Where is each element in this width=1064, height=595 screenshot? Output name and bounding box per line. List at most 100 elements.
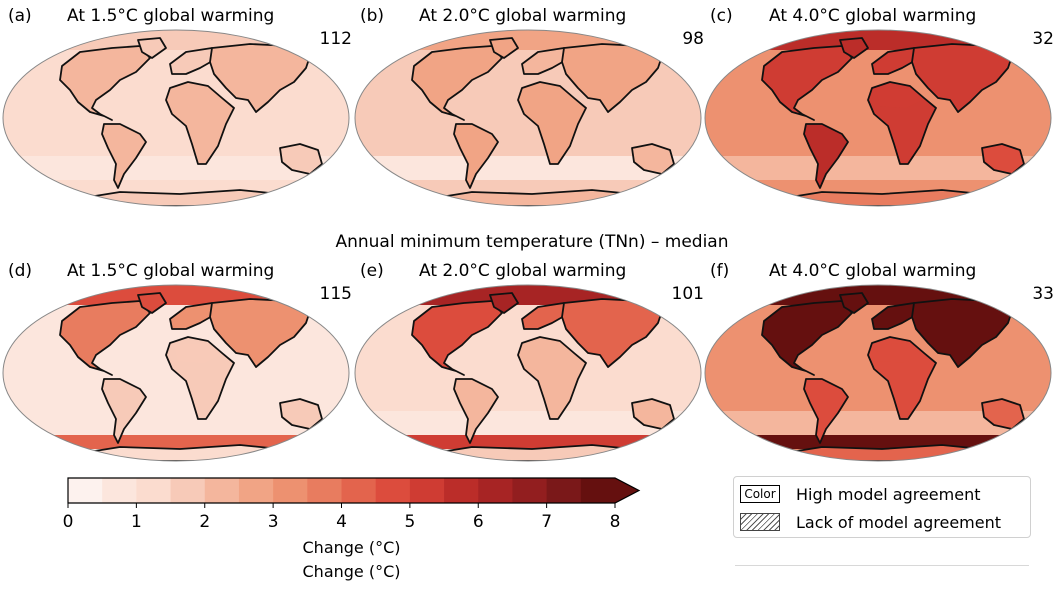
colorbar-tick-label: 1 <box>131 512 142 532</box>
colorbar-segment <box>409 478 445 503</box>
colorbar-tick-label: 5 <box>404 512 415 532</box>
europe-region <box>521 47 567 75</box>
south-america-region <box>101 378 147 444</box>
colorbar-segment <box>444 478 479 503</box>
europe-region <box>169 302 215 330</box>
sahara-region <box>876 343 922 363</box>
south-america-region <box>803 123 849 189</box>
colorbar-segment <box>478 478 513 503</box>
map-field <box>705 30 1051 206</box>
map-field <box>355 30 701 206</box>
colorbar-tick-label: 4 <box>336 512 347 532</box>
arctic-band <box>3 285 349 305</box>
colorbar-tick-label: 6 <box>473 512 484 532</box>
map-boundary <box>354 284 702 462</box>
sahara-region <box>526 88 572 108</box>
south-america-region <box>101 123 147 189</box>
panel-tag: (d) <box>8 261 33 281</box>
ocean-field <box>705 30 1051 206</box>
map-field <box>3 285 349 461</box>
color-swatch: Color <box>740 485 780 503</box>
row-title: Annual minimum temperature (TNn) – media… <box>335 232 729 252</box>
greenland-region <box>489 37 519 59</box>
north-america-region <box>761 45 853 121</box>
panel-title: At 1.5°C global warming <box>67 6 275 26</box>
world-map <box>354 29 702 207</box>
north-america-region <box>411 45 503 121</box>
colorbar-segment <box>341 478 377 503</box>
colorbar-segment <box>136 478 172 503</box>
australia-region <box>981 398 1025 430</box>
panel-tag: (f) <box>710 261 730 281</box>
ocean-field <box>3 30 349 206</box>
map-boundary <box>704 29 1052 207</box>
panel-title: At 2.0°C global warming <box>419 6 627 26</box>
antarctic-band <box>355 435 701 449</box>
panel-title: At 2.0°C global warming <box>419 261 627 281</box>
arctic-band <box>355 285 701 305</box>
colorbar-segment <box>512 478 548 503</box>
panel-tag: (c) <box>710 6 733 26</box>
hatch-swatch <box>740 513 780 531</box>
ocean-field <box>355 30 701 206</box>
colorbar-segment <box>273 478 308 503</box>
map-field <box>705 285 1051 461</box>
panel-f: (f) At 4.0°C global warming 33 <box>702 255 1054 470</box>
legend-item-lack-agreement: Lack of model agreement <box>740 511 1001 533</box>
model-count: 32 <box>1032 29 1054 49</box>
arctic-band <box>705 285 1051 305</box>
model-count: 33 <box>1032 284 1054 304</box>
legend-label: Lack of model agreement <box>796 512 1001 532</box>
panel-d: (d) At 1.5°C global warming 115 <box>0 255 352 470</box>
antarctic-band <box>705 435 1051 449</box>
australia-region <box>981 143 1025 175</box>
panel-c: (c) At 4.0°C global warming 32 <box>702 0 1054 215</box>
panel-tag: (a) <box>8 6 32 26</box>
world-map <box>2 29 350 207</box>
south-america-region <box>453 123 499 189</box>
world-map <box>704 29 1052 207</box>
north-america-region <box>59 45 151 121</box>
panel-a: (a) At 1.5°C global warming 112 <box>0 0 352 215</box>
model-count: 115 <box>319 284 352 304</box>
model-count: 98 <box>682 29 704 49</box>
greenland-region <box>137 292 167 314</box>
panel-title: At 1.5°C global warming <box>67 261 275 281</box>
panel-title: At 4.0°C global warming <box>769 261 977 281</box>
colorbar-svg: 0 1 2 3 4 5 6 7 8 Change (°C) Change (°C) <box>63 477 641 581</box>
colorbar-segment <box>204 478 240 503</box>
colorbar-tick-label: 8 <box>610 512 621 532</box>
north-america-region <box>59 300 151 376</box>
sahara-region <box>526 343 572 363</box>
map-boundary <box>2 29 350 207</box>
legend-label: High model agreement <box>796 484 981 504</box>
colorbar-segment <box>238 478 274 503</box>
colorbar-label-repeat: Change (°C) <box>303 562 401 581</box>
legend-item-high-agreement: Color High model agreement <box>740 483 980 505</box>
colorbar-extend-arrow <box>615 478 639 503</box>
arctic-band <box>3 30 349 50</box>
colorbar-segment <box>170 478 206 503</box>
colorbar-segment <box>307 478 342 503</box>
world-map <box>704 284 1052 462</box>
colorbar-segment <box>68 478 103 503</box>
europe-region <box>871 47 917 75</box>
map-field <box>3 30 349 206</box>
panel-b: (b) At 2.0°C global warming 98 <box>352 0 704 215</box>
model-count: 112 <box>319 29 352 49</box>
map-boundary <box>2 284 350 462</box>
panel-e: (e) At 2.0°C global warming 101 <box>352 255 704 470</box>
colorbar-segment <box>546 478 582 503</box>
colorbar-segment <box>375 478 411 503</box>
greenland-region <box>137 37 167 59</box>
australia-region <box>631 398 675 430</box>
model-count: 101 <box>671 284 704 304</box>
panel-title: At 4.0°C global warming <box>769 6 977 26</box>
map-boundary <box>704 284 1052 462</box>
sahara-region <box>174 88 220 108</box>
sahara-region <box>876 88 922 108</box>
colorbar-label: Change (°C) <box>303 538 401 557</box>
colorbar-tick-label: 0 <box>63 512 74 532</box>
colorbar-outline <box>67 477 641 504</box>
sahara-region <box>174 343 220 363</box>
